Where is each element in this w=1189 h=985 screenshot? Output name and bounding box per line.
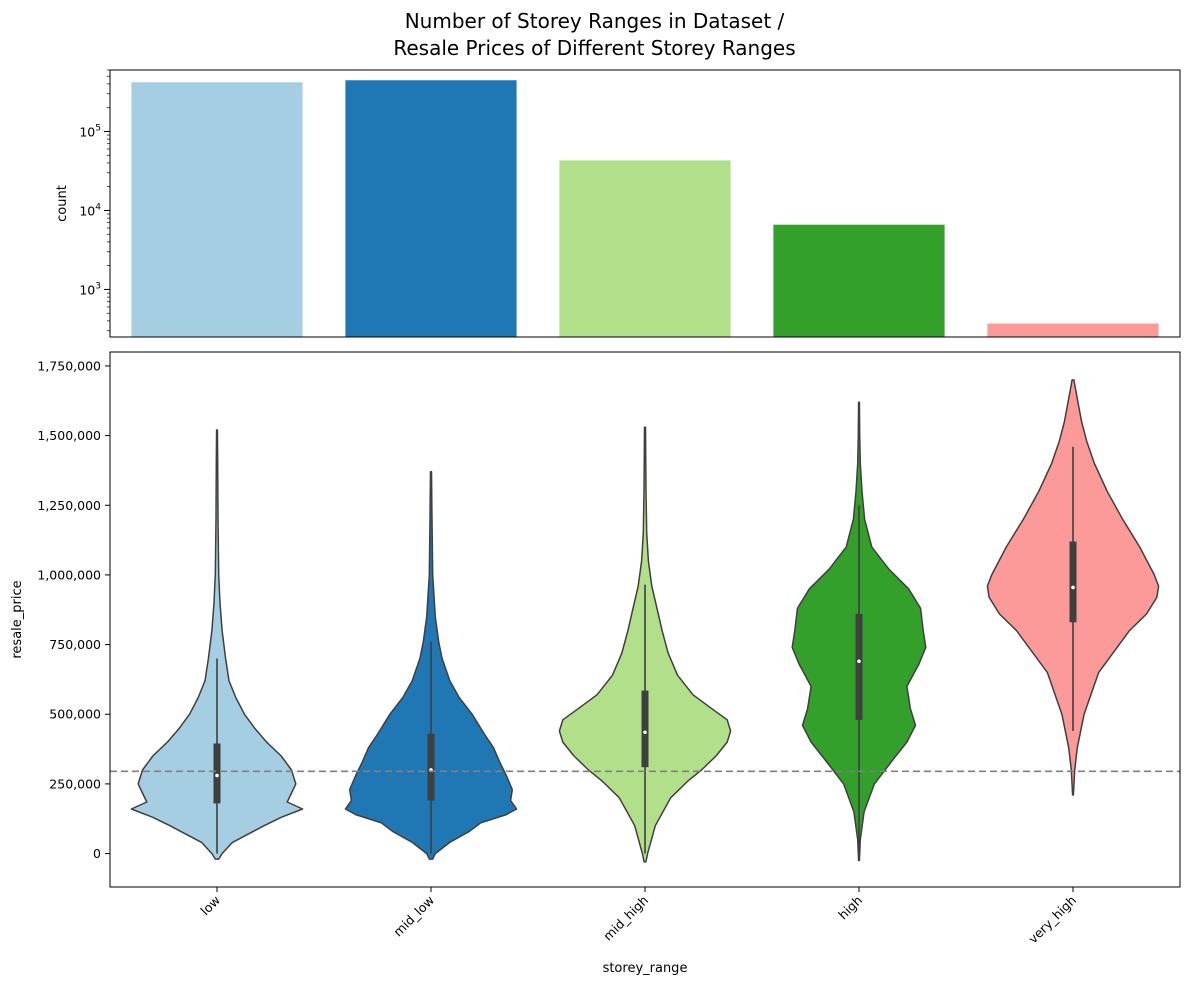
count-bar-chart: 103 104 105 count: [55, 69, 1181, 338]
bar-high: [773, 224, 945, 337]
violin-median-mid_high: [643, 730, 647, 735]
price-y-tick-label: 1,000,000: [37, 567, 101, 582]
price-plot-frame: [109, 351, 1181, 888]
violin-low: [130, 429, 304, 860]
violin-median-low: [215, 773, 219, 778]
x-tick-label-very_high: very_high: [1025, 893, 1079, 947]
price-y-axis-label: resale_price: [10, 580, 25, 658]
price-y-tick-label: 0: [93, 846, 101, 861]
violin-iqr-box-low: [213, 743, 221, 804]
x-tick-label-mid_high: mid_high: [600, 893, 651, 944]
count-tick-label: 105: [79, 123, 101, 139]
bar-mid_low: [345, 80, 517, 337]
violin-iqr-box-very_high: [1069, 541, 1077, 623]
x-tick-label-high: high: [835, 893, 865, 923]
resale-price-violin-chart: 0 250,000 500,000 750,000 1,000,000 1,250,000…: [10, 351, 1181, 976]
violin-median-high: [857, 659, 861, 664]
price-y-tick-label: 1,500,000: [37, 428, 101, 443]
count-tick-label: 103: [79, 281, 101, 297]
count-y-axis-label: count: [55, 185, 70, 222]
price-y-tick-label: 250,000: [49, 776, 101, 791]
bar-very_high: [987, 323, 1159, 337]
chart-title-line-2: Resale Prices of Different Storey Ranges: [393, 36, 796, 60]
price-y-tick-label: 1,250,000: [37, 498, 101, 513]
price-y-tick-label: 750,000: [49, 637, 101, 652]
violin-iqr-box-mid_low: [427, 733, 435, 801]
bar-mid_high: [559, 160, 731, 337]
x-tick-label-mid_low: mid_low: [390, 893, 437, 940]
violin-iqr-box-high: [855, 613, 863, 720]
price-y-tick-label: 500,000: [49, 707, 101, 722]
count-tick-label: 104: [79, 202, 101, 218]
price-y-tick-label: 1,750,000: [37, 358, 101, 373]
violin-iqr-box-mid_high: [641, 690, 649, 768]
count-plot-frame: [109, 69, 1181, 338]
chart-title-line-1: Number of Storey Ranges in Dataset /: [404, 9, 785, 33]
x-axis-label: storey_range: [603, 961, 688, 976]
violin-median-very_high: [1071, 585, 1075, 590]
bar-low: [131, 82, 303, 338]
x-tick-label-low: low: [197, 893, 223, 919]
